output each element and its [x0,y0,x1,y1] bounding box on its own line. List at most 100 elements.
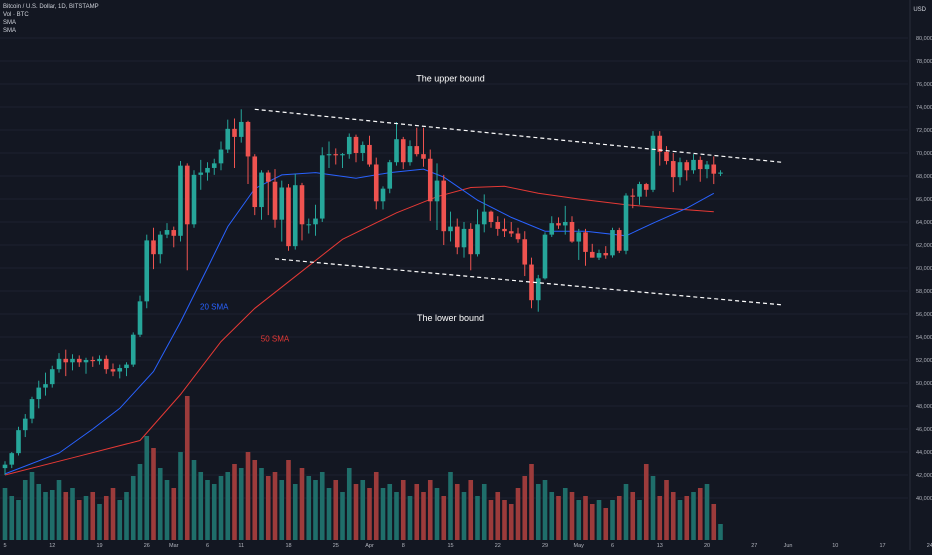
candle-body[interactable] [677,162,683,178]
candle-body[interactable] [475,224,480,255]
candle-body[interactable] [670,161,676,178]
candle-body[interactable] [205,167,210,173]
candle-body[interactable] [144,240,150,302]
candle-body[interactable] [569,222,575,242]
candle-body[interactable] [225,128,231,150]
candle-body[interactable] [583,232,588,252]
legend-sma-2[interactable]: SMA [3,28,17,34]
candle-body[interactable] [2,464,8,469]
candle-body[interactable] [319,155,325,219]
lower-bound-line[interactable] [274,258,782,306]
candle-body[interactable] [427,158,433,202]
candle-body[interactable] [83,360,89,363]
candle-body[interactable] [454,226,460,248]
candle-body[interactable] [704,164,710,170]
candle-body[interactable] [97,358,102,362]
candle-body[interactable] [346,136,352,155]
candle-body[interactable] [117,368,123,372]
candle-body[interactable] [373,164,379,202]
candle-body[interactable] [151,240,156,255]
candle-body[interactable] [259,172,264,208]
candle-body[interactable] [326,154,332,156]
candle-body[interactable] [211,163,217,168]
candle-body[interactable] [178,165,183,236]
candle-body[interactable] [380,188,386,202]
candle-body[interactable] [272,181,278,220]
candle-body[interactable] [90,360,96,362]
candle-body[interactable] [508,231,514,234]
candle-body[interactable] [353,136,359,153]
candle-body[interactable] [245,121,251,157]
candle-body[interactable] [623,195,629,251]
candle-body[interactable] [637,184,642,197]
candle-body[interactable] [279,187,285,220]
candle-body[interactable] [360,144,366,153]
candle-body[interactable] [461,228,467,248]
candle-body[interactable] [292,185,298,247]
candle-body[interactable] [630,195,636,197]
candle-body[interactable] [56,358,62,370]
candle-body[interactable] [157,234,163,255]
candle-body[interactable] [664,151,669,162]
candle-body[interactable] [596,253,602,258]
candle-body[interactable] [657,135,663,152]
candle-body[interactable] [137,301,143,335]
candle-body[interactable] [22,418,28,431]
legend-symbol[interactable]: Bitcoin / U.S. Dollar, 1D, BITSTAMP [3,4,99,10]
candle-body[interactable] [549,223,555,235]
candle-body[interactable] [542,234,548,279]
candle-body[interactable] [367,144,372,165]
candle-body[interactable] [110,369,116,372]
candle-body[interactable] [589,251,595,258]
candle-body[interactable] [252,156,258,208]
candle-body[interactable] [407,146,413,163]
candle-body[interactable] [164,230,170,235]
candle-body[interactable] [313,218,318,225]
candle-body[interactable] [697,159,703,170]
candle-body[interactable] [218,149,224,164]
candle-body[interactable] [603,253,609,256]
candle-body[interactable] [184,165,190,225]
candle-body[interactable] [70,358,75,363]
legend-sma-1[interactable]: SMA [3,20,17,26]
candle-body[interactable] [495,222,501,229]
candle-body[interactable] [529,264,534,301]
candle-body[interactable] [434,180,440,202]
candle-body[interactable] [394,139,399,163]
candle-body[interactable] [400,139,406,163]
candle-body[interactable] [191,174,197,225]
candle-body[interactable] [414,146,420,155]
candle-body[interactable] [333,154,339,156]
candle-body[interactable] [265,172,271,182]
currency-label[interactable]: USD [913,7,926,13]
candle-body[interactable] [684,162,690,171]
candle-body[interactable] [556,223,561,226]
candle-body[interactable] [232,128,237,137]
candle-body[interactable] [340,154,345,156]
candle-body[interactable] [124,364,129,369]
candle-body[interactable] [502,228,507,232]
candle-body[interactable] [421,154,426,159]
candle-body[interactable] [286,187,291,247]
candle-body[interactable] [522,239,528,265]
candle-body[interactable] [49,369,55,385]
candle-body[interactable] [610,230,615,256]
candle-body[interactable] [448,226,453,232]
candle-body[interactable] [643,184,649,190]
candle-body[interactable] [616,230,622,251]
candle-body[interactable] [711,164,717,174]
candle-body[interactable] [198,172,204,175]
legend-volume[interactable]: Vol · BTC [3,12,29,18]
candle-body[interactable] [515,233,521,240]
candle-body[interactable] [43,384,48,388]
candle-body[interactable] [481,211,487,225]
candle-body[interactable] [488,211,494,222]
candle-body[interactable] [9,453,15,465]
candle-body[interactable] [468,228,474,255]
candle-body[interactable] [76,358,82,363]
candle-body[interactable] [387,162,393,189]
candle-body[interactable] [171,230,177,236]
candle-body[interactable] [562,222,568,226]
